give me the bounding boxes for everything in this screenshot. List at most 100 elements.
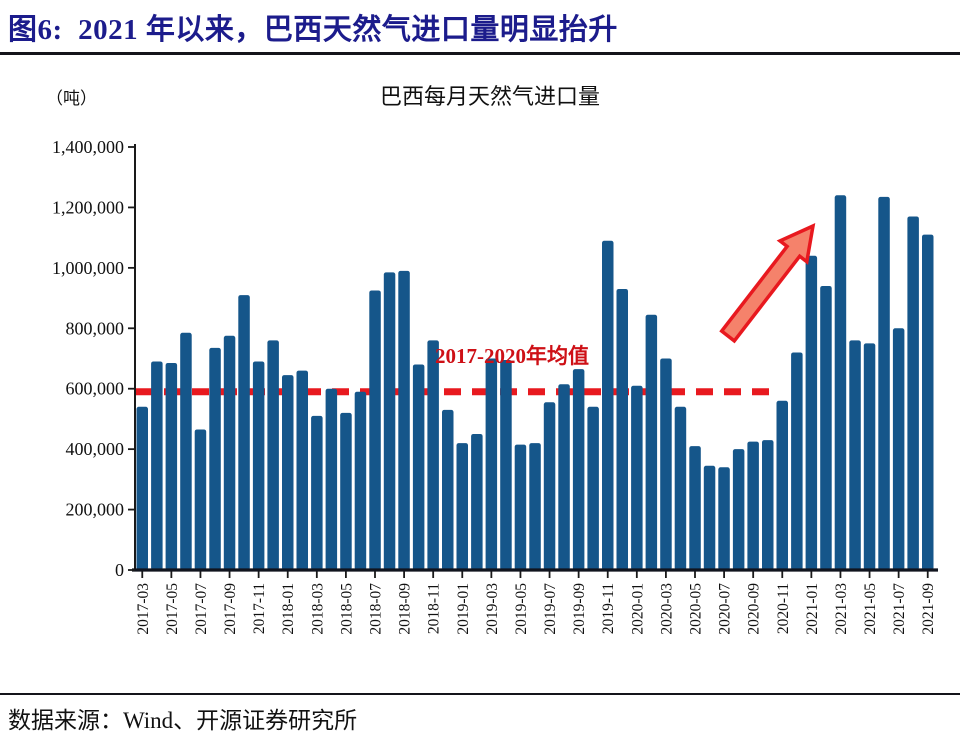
bar — [340, 412, 352, 570]
bar — [674, 406, 687, 570]
x-tick-label: 2020-07 — [717, 583, 734, 635]
y-axis-unit-label: （吨） — [46, 89, 97, 108]
x-tick-label: 2017-07 — [193, 583, 210, 635]
bar — [412, 364, 425, 570]
x-tick-label: 2019-07 — [542, 583, 559, 635]
bar — [543, 402, 556, 570]
x-tick-label: 2020-05 — [688, 583, 705, 635]
y-tick-label: 1,000,000 — [52, 258, 124, 278]
bar — [238, 295, 250, 570]
bar — [325, 388, 338, 570]
average-line-label: 2017-2020年均值 — [435, 344, 589, 368]
bar — [616, 289, 628, 570]
bar — [805, 255, 818, 571]
bar — [354, 391, 367, 570]
bar — [209, 347, 221, 570]
bar — [558, 384, 570, 570]
x-tick-label: 2018-05 — [338, 583, 355, 635]
y-tick-label: 1,200,000 — [52, 197, 124, 217]
bar — [311, 415, 323, 570]
x-tick-label: 2019-01 — [455, 583, 472, 635]
bar — [267, 340, 279, 570]
x-tick-label: 2021-05 — [862, 583, 879, 635]
bar — [602, 240, 614, 570]
x-tick-label: 2020-01 — [629, 583, 646, 635]
bar — [500, 360, 512, 570]
x-tick-label: 2021-07 — [891, 583, 908, 635]
bar — [529, 443, 541, 570]
y-tick-label: 200,000 — [66, 500, 125, 520]
y-tick-label: 600,000 — [66, 379, 125, 399]
x-tick-label: 2021-01 — [804, 583, 821, 635]
x-tick-label: 2018-01 — [280, 583, 297, 635]
bar — [514, 444, 527, 570]
figure-title: 图6: 2021 年以来，巴西天然气进口量明显抬升 — [8, 14, 618, 46]
bar — [834, 195, 847, 571]
x-tick-label: 2018-11 — [426, 583, 443, 634]
bar — [456, 443, 468, 570]
bar — [296, 370, 308, 570]
bar — [703, 465, 716, 570]
bar — [922, 234, 934, 570]
bar — [732, 449, 745, 570]
bar — [791, 352, 803, 570]
bar — [442, 409, 454, 570]
bar — [820, 286, 832, 570]
x-tick-label: 2018-07 — [368, 583, 385, 635]
y-tick-label: 400,000 — [66, 439, 125, 459]
bar — [136, 406, 148, 570]
bar — [223, 335, 236, 570]
bar — [165, 363, 178, 570]
x-tick-label: 2020-09 — [746, 583, 763, 635]
bar — [398, 270, 410, 570]
bar — [485, 358, 498, 570]
x-tick-label: 2020-03 — [658, 583, 675, 635]
x-tick-label: 2018-09 — [397, 583, 414, 635]
bar — [863, 343, 876, 570]
x-tick-label: 2017-05 — [164, 583, 181, 635]
bar — [282, 375, 294, 570]
bar — [572, 369, 585, 570]
y-tick-label: 1,400,000 — [52, 137, 124, 157]
bar — [631, 385, 643, 570]
bar — [689, 446, 701, 570]
x-tick-label: 2018-03 — [309, 583, 326, 635]
bar — [849, 340, 861, 570]
bar — [587, 406, 599, 570]
x-tick-label: 2020-11 — [775, 583, 792, 634]
bar — [718, 467, 730, 570]
bar — [252, 361, 265, 570]
x-tick-label: 2017-11 — [251, 583, 268, 634]
bar — [762, 440, 774, 570]
bar — [427, 340, 439, 570]
bar — [383, 272, 396, 570]
bar — [369, 290, 381, 570]
source-note: 数据来源：Wind、开源证券研究所 — [8, 708, 358, 733]
x-tick-label: 2019-09 — [571, 583, 588, 635]
bar — [907, 216, 919, 570]
x-tick-label: 2021-03 — [833, 583, 850, 635]
x-tick-label: 2019-03 — [484, 583, 501, 635]
bar — [151, 361, 163, 570]
bar — [776, 400, 788, 570]
bar — [180, 332, 192, 570]
bar — [878, 196, 890, 570]
title-divider — [0, 52, 960, 55]
chart-title: 巴西每月天然气进口量 — [379, 84, 600, 109]
bar — [892, 328, 905, 570]
bar — [747, 441, 759, 570]
x-tick-label: 2021-09 — [920, 583, 937, 635]
source-divider — [0, 693, 960, 695]
bar — [471, 434, 483, 570]
x-tick-label: 2017-03 — [135, 583, 152, 635]
x-tick-label: 2019-11 — [600, 583, 617, 634]
trend-arrow-icon — [719, 223, 816, 344]
bar — [194, 429, 207, 570]
y-tick-label: 0 — [115, 560, 124, 580]
bar — [660, 358, 672, 570]
x-tick-label: 2019-05 — [513, 583, 530, 635]
x-tick-label: 2017-09 — [222, 583, 239, 635]
y-tick-label: 800,000 — [66, 318, 125, 338]
